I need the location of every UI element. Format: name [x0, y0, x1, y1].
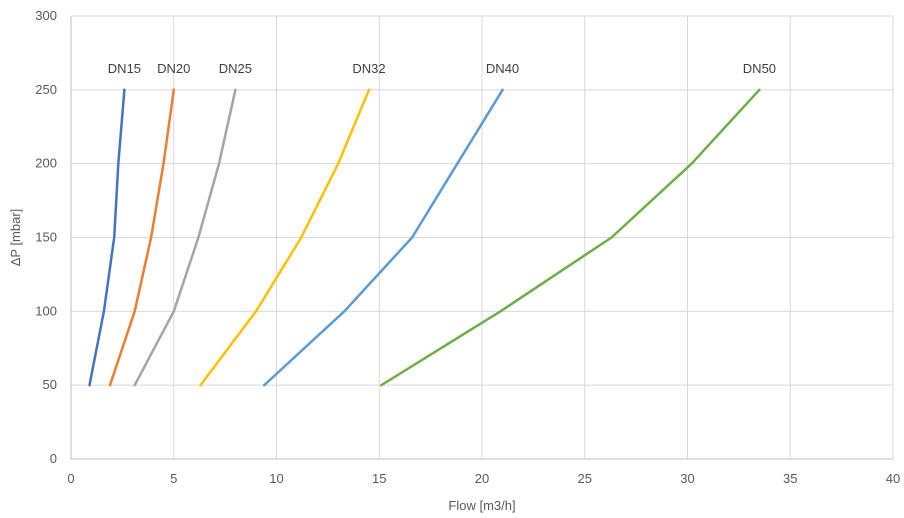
x-axis-title: Flow [m3/h] — [448, 498, 515, 513]
series-line-dn32 — [199, 88, 371, 387]
series-label-dn20: DN20 — [157, 61, 190, 76]
series-line-dn25 — [133, 88, 237, 387]
series-line-dn15 — [88, 88, 126, 387]
x-tick-label: 40 — [886, 471, 900, 486]
series-label-dn50: DN50 — [743, 61, 776, 76]
y-tick-label: 50 — [43, 377, 57, 392]
y-tick-label: 250 — [35, 82, 57, 97]
x-tick-label: 5 — [170, 471, 177, 486]
series-label-dn15: DN15 — [108, 61, 141, 76]
x-tick-label: 15 — [372, 471, 386, 486]
x-tick-label: 35 — [783, 471, 797, 486]
series-label-dn25: DN25 — [219, 61, 252, 76]
x-tick-label: 30 — [680, 471, 694, 486]
series-labels: DN15 DN20 DN25 DN32 DN40 DN50 — [108, 61, 776, 76]
series-line-dn50 — [380, 88, 761, 387]
series-lines — [88, 88, 761, 387]
y-tick-label: 100 — [35, 303, 57, 318]
y-tick-label: 150 — [35, 230, 57, 245]
axes: 0 50 100 150 200 250 300 0 5 10 15 20 25 30 35 40 — [35, 8, 900, 486]
gridlines — [71, 15, 894, 459]
series-line-dn40 — [262, 88, 504, 387]
x-tick-label: 20 — [475, 471, 489, 486]
x-tick-label: 25 — [578, 471, 592, 486]
series-label-dn40: DN40 — [486, 61, 519, 76]
x-tick-label: 10 — [269, 471, 283, 486]
series-line-dn20 — [108, 88, 176, 387]
y-tick-label: 200 — [35, 156, 57, 171]
series-label-dn32: DN32 — [352, 61, 385, 76]
y-axis-title: ΔP [mbar] — [8, 209, 23, 267]
y-tick-label: 0 — [50, 451, 57, 466]
x-tick-label: 0 — [67, 471, 74, 486]
y-tick-label: 300 — [35, 8, 57, 23]
